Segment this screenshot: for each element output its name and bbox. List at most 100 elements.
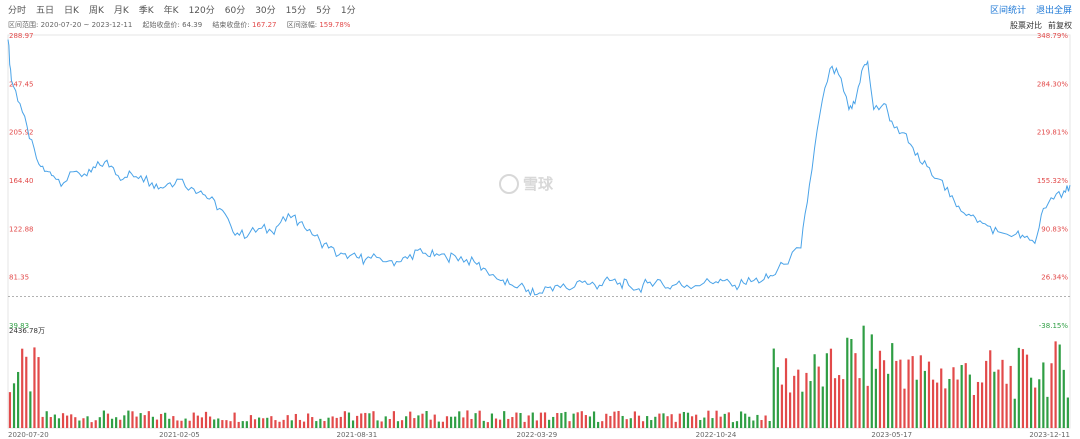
volume-bar [764,415,767,428]
volume-bar [682,411,686,428]
volume-bar [286,415,289,428]
volume-bar [552,416,555,428]
volume-bar [425,411,428,428]
volume-bar [752,420,755,428]
volume-bar [413,418,416,428]
volume-bar [372,411,375,428]
period-tab-1[interactable]: 五日 [36,6,55,16]
volume-bar [368,413,371,428]
volume-bar [748,416,751,428]
volume-bar [539,412,543,428]
volume-bar [866,385,869,428]
volume-bar [196,415,199,428]
volume-bar [960,365,963,428]
volume-bar [400,420,404,428]
price-line[interactable] [7,39,1071,297]
pct-tick-label: 284.30% [1037,80,1068,88]
volume-bar [915,379,918,428]
volume-bar [115,417,118,428]
range-info: 区间范围: 2020-07-20 ~ 2023-12-11 起始收盘价: 64.… [8,20,350,30]
volume-bar [131,411,134,428]
volume-bar [184,418,187,428]
volume-bar [523,421,526,428]
volume-bar [17,371,20,428]
period-tab-3[interactable]: 周K [88,6,104,16]
period-tab-5[interactable]: 季K [138,6,154,16]
volume-bar [588,416,592,428]
volume-bar [1009,365,1012,428]
xueqiu-watermark: 雪球 [499,173,553,194]
stock-compare-button[interactable]: 股票对比 [1010,21,1042,30]
period-tab-12[interactable]: 1分 [340,6,356,16]
period-tab-2[interactable]: 日K [64,6,79,16]
volume-bar [744,413,747,428]
exit-fullscreen-button[interactable]: 退出全屏 [1035,6,1072,16]
period-tab-7[interactable]: 120分 [188,6,215,16]
volume-bar [972,394,976,428]
period-tab-0[interactable]: 分时 [8,6,27,16]
volume-bar [53,414,56,428]
adjust-mode-button[interactable]: 前复权 [1048,21,1072,30]
volume-bar [601,421,604,428]
volume-bar [1066,397,1069,428]
volume-bar [339,416,342,428]
volume-bar [433,414,436,428]
volume-bar [151,416,155,428]
volume-bar [208,416,212,428]
volume-bar [531,412,534,428]
volume-bar [82,418,85,428]
volume-bar [907,359,910,428]
volume-bar [985,360,988,428]
period-tab-4[interactable]: 月K [113,6,129,16]
volume-bar [613,411,616,428]
volume-bar [825,353,828,428]
volume-bar [543,412,547,428]
volume-bar [936,382,939,428]
x-tick-label: 2022-10-24 [696,431,737,439]
volume-bar [997,369,1000,428]
volume-bar [188,420,191,428]
period-toolbar: 分时 五日 日K 周K 月K 季K 年K 120分 60分 30分 15分 5分 1分 区间统计 退出全… [0,0,1080,18]
toolbar-links: 区间统计 退出全屏 [990,3,1072,16]
volume-bar [486,422,489,428]
volume-bar [980,382,984,428]
volume-bar [633,411,636,428]
volume-bar [490,413,494,428]
price-tick-label: 205.92 [9,129,34,137]
volume-bar [870,334,873,428]
volume-bar [727,412,730,428]
volume-bar [838,375,841,428]
volume-bar [139,413,142,428]
volume-bar [1062,369,1065,428]
volume-bar [458,411,461,428]
volume-bar [948,378,951,428]
volume-bar [180,420,183,428]
period-tab-6[interactable]: 年K [163,6,179,16]
volume-bar [1034,387,1037,428]
period-tab-10[interactable]: 15分 [285,6,307,16]
volume-bar [1050,363,1053,428]
volume-bar [229,421,232,428]
volume-bar [854,353,857,428]
volume-bar [70,414,73,428]
volume-bar [494,418,498,428]
volume-bar [560,413,563,428]
period-tab-9[interactable]: 30分 [255,6,276,16]
volume-bar [556,413,559,428]
volume-bar [90,422,93,428]
volume-bar [405,416,408,428]
x-tick-label: 2023-05-17 [871,431,912,439]
volume-bar [262,418,265,428]
volume-bar [719,416,722,428]
volume-bar [258,417,261,428]
start-price-label: 起始收盘价: [142,21,180,29]
pct-tick-label: 348.79% [1037,32,1068,40]
period-tab-8[interactable]: 60分 [224,6,246,16]
volume-bar [200,417,204,428]
volume-bar [168,418,171,428]
period-tab-11[interactable]: 5分 [316,6,331,16]
start-price-value: 64.39 [182,21,203,29]
volume-bar [409,411,412,428]
range-stats-button[interactable]: 区间统计 [989,6,1026,16]
